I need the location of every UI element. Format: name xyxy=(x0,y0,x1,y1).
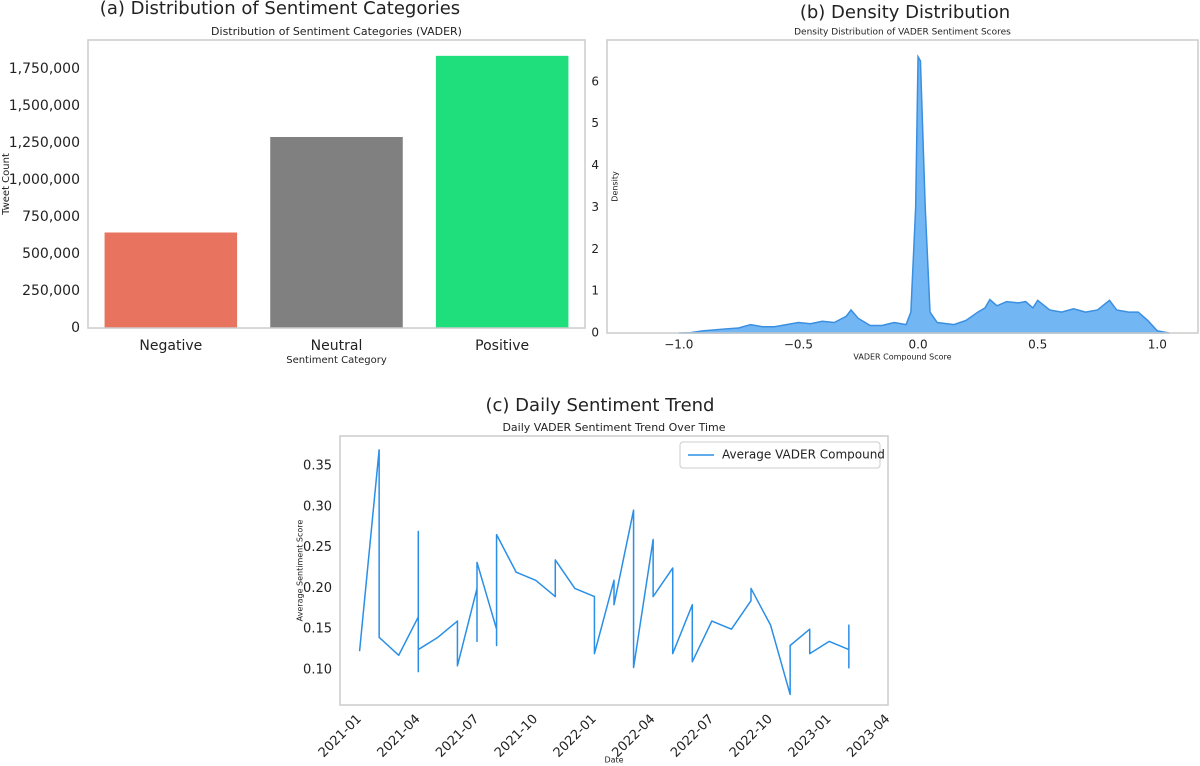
y-tick-label: 250,000 xyxy=(22,283,80,299)
density-area xyxy=(678,53,1170,334)
y-tick-label: 0 xyxy=(591,326,599,340)
y-tick-label: 3 xyxy=(591,200,599,214)
y-tick-label: 1,750,000 xyxy=(9,61,80,77)
x-tick-label: −0.5 xyxy=(784,338,813,352)
panel-title: (c) Daily Sentiment Trend xyxy=(486,395,715,416)
bar xyxy=(435,55,569,329)
axes-frame xyxy=(339,435,889,706)
y-tick-label: 6 xyxy=(591,74,599,88)
y-axis-label: Density xyxy=(611,171,620,202)
y-tick-label: 0.15 xyxy=(303,622,332,637)
y-tick-label: 0.35 xyxy=(303,459,332,474)
y-tick-label: 500,000 xyxy=(22,246,80,262)
chart-title: Density Distribution of VADER Sentiment … xyxy=(794,28,1011,38)
x-tick-label: 2021-01 xyxy=(316,712,365,761)
y-tick-label: 4 xyxy=(591,158,599,172)
x-tick-label: 0.5 xyxy=(1028,338,1047,352)
y-tick-label: 1,250,000 xyxy=(9,135,80,151)
x-tick-label: −1.0 xyxy=(664,338,693,352)
x-axis-label: VADER Compound Score xyxy=(853,353,951,362)
bar xyxy=(270,136,403,328)
legend-label: Average VADER Compound xyxy=(722,448,885,462)
x-tick-label: 2022-04 xyxy=(609,712,658,761)
panel-title: (a) Distribution of Sentiment Categories xyxy=(100,0,460,19)
y-tick-label: 0.30 xyxy=(303,499,332,514)
x-tick-label: Negative xyxy=(139,338,202,354)
axes-frame xyxy=(87,39,586,329)
x-tick-label: Positive xyxy=(475,338,529,354)
x-tick-label: 2022-07 xyxy=(668,712,717,761)
panel-title: (b) Density Distribution xyxy=(800,2,1010,23)
x-tick-label: 2022-01 xyxy=(551,712,600,761)
x-axis-label: Date xyxy=(604,756,623,765)
x-tick-label: 2023-01 xyxy=(786,712,835,761)
x-tick-label: 2021-07 xyxy=(433,712,482,761)
x-tick-label: 2021-10 xyxy=(492,712,541,761)
legend-box xyxy=(679,441,881,469)
axes-frame xyxy=(606,39,1199,334)
chart-title: Distribution of Sentiment Categories (VA… xyxy=(211,25,462,38)
x-tick-label: 1.0 xyxy=(1148,338,1167,352)
y-tick-label: 1,500,000 xyxy=(9,98,80,114)
x-tick-label: 2022-10 xyxy=(727,712,776,761)
y-tick-label: 0.25 xyxy=(303,540,332,555)
y-tick-label: 0.20 xyxy=(303,581,332,596)
bar xyxy=(104,232,238,328)
series-line xyxy=(358,449,850,696)
y-tick-label: 1 xyxy=(591,284,599,298)
y-axis-label: Average Sentiment Score xyxy=(296,520,305,622)
chart-title: Daily VADER Sentiment Trend Over Time xyxy=(502,421,725,434)
y-tick-label: 2 xyxy=(591,242,599,256)
y-tick-label: 1,000,000 xyxy=(9,172,80,188)
x-tick-label: 2021-04 xyxy=(375,712,424,761)
x-axis-label: Sentiment Category xyxy=(286,355,387,366)
y-tick-label: 5 xyxy=(591,116,599,130)
y-tick-label: 0 xyxy=(71,320,80,336)
x-tick-label: 0.0 xyxy=(909,338,928,352)
x-tick-label: Neutral xyxy=(311,338,363,354)
y-tick-label: 750,000 xyxy=(22,209,80,225)
y-axis-label: Tweet Count xyxy=(1,153,12,216)
x-tick-label: 2023-04 xyxy=(844,712,893,761)
y-tick-label: 0.10 xyxy=(303,662,332,677)
